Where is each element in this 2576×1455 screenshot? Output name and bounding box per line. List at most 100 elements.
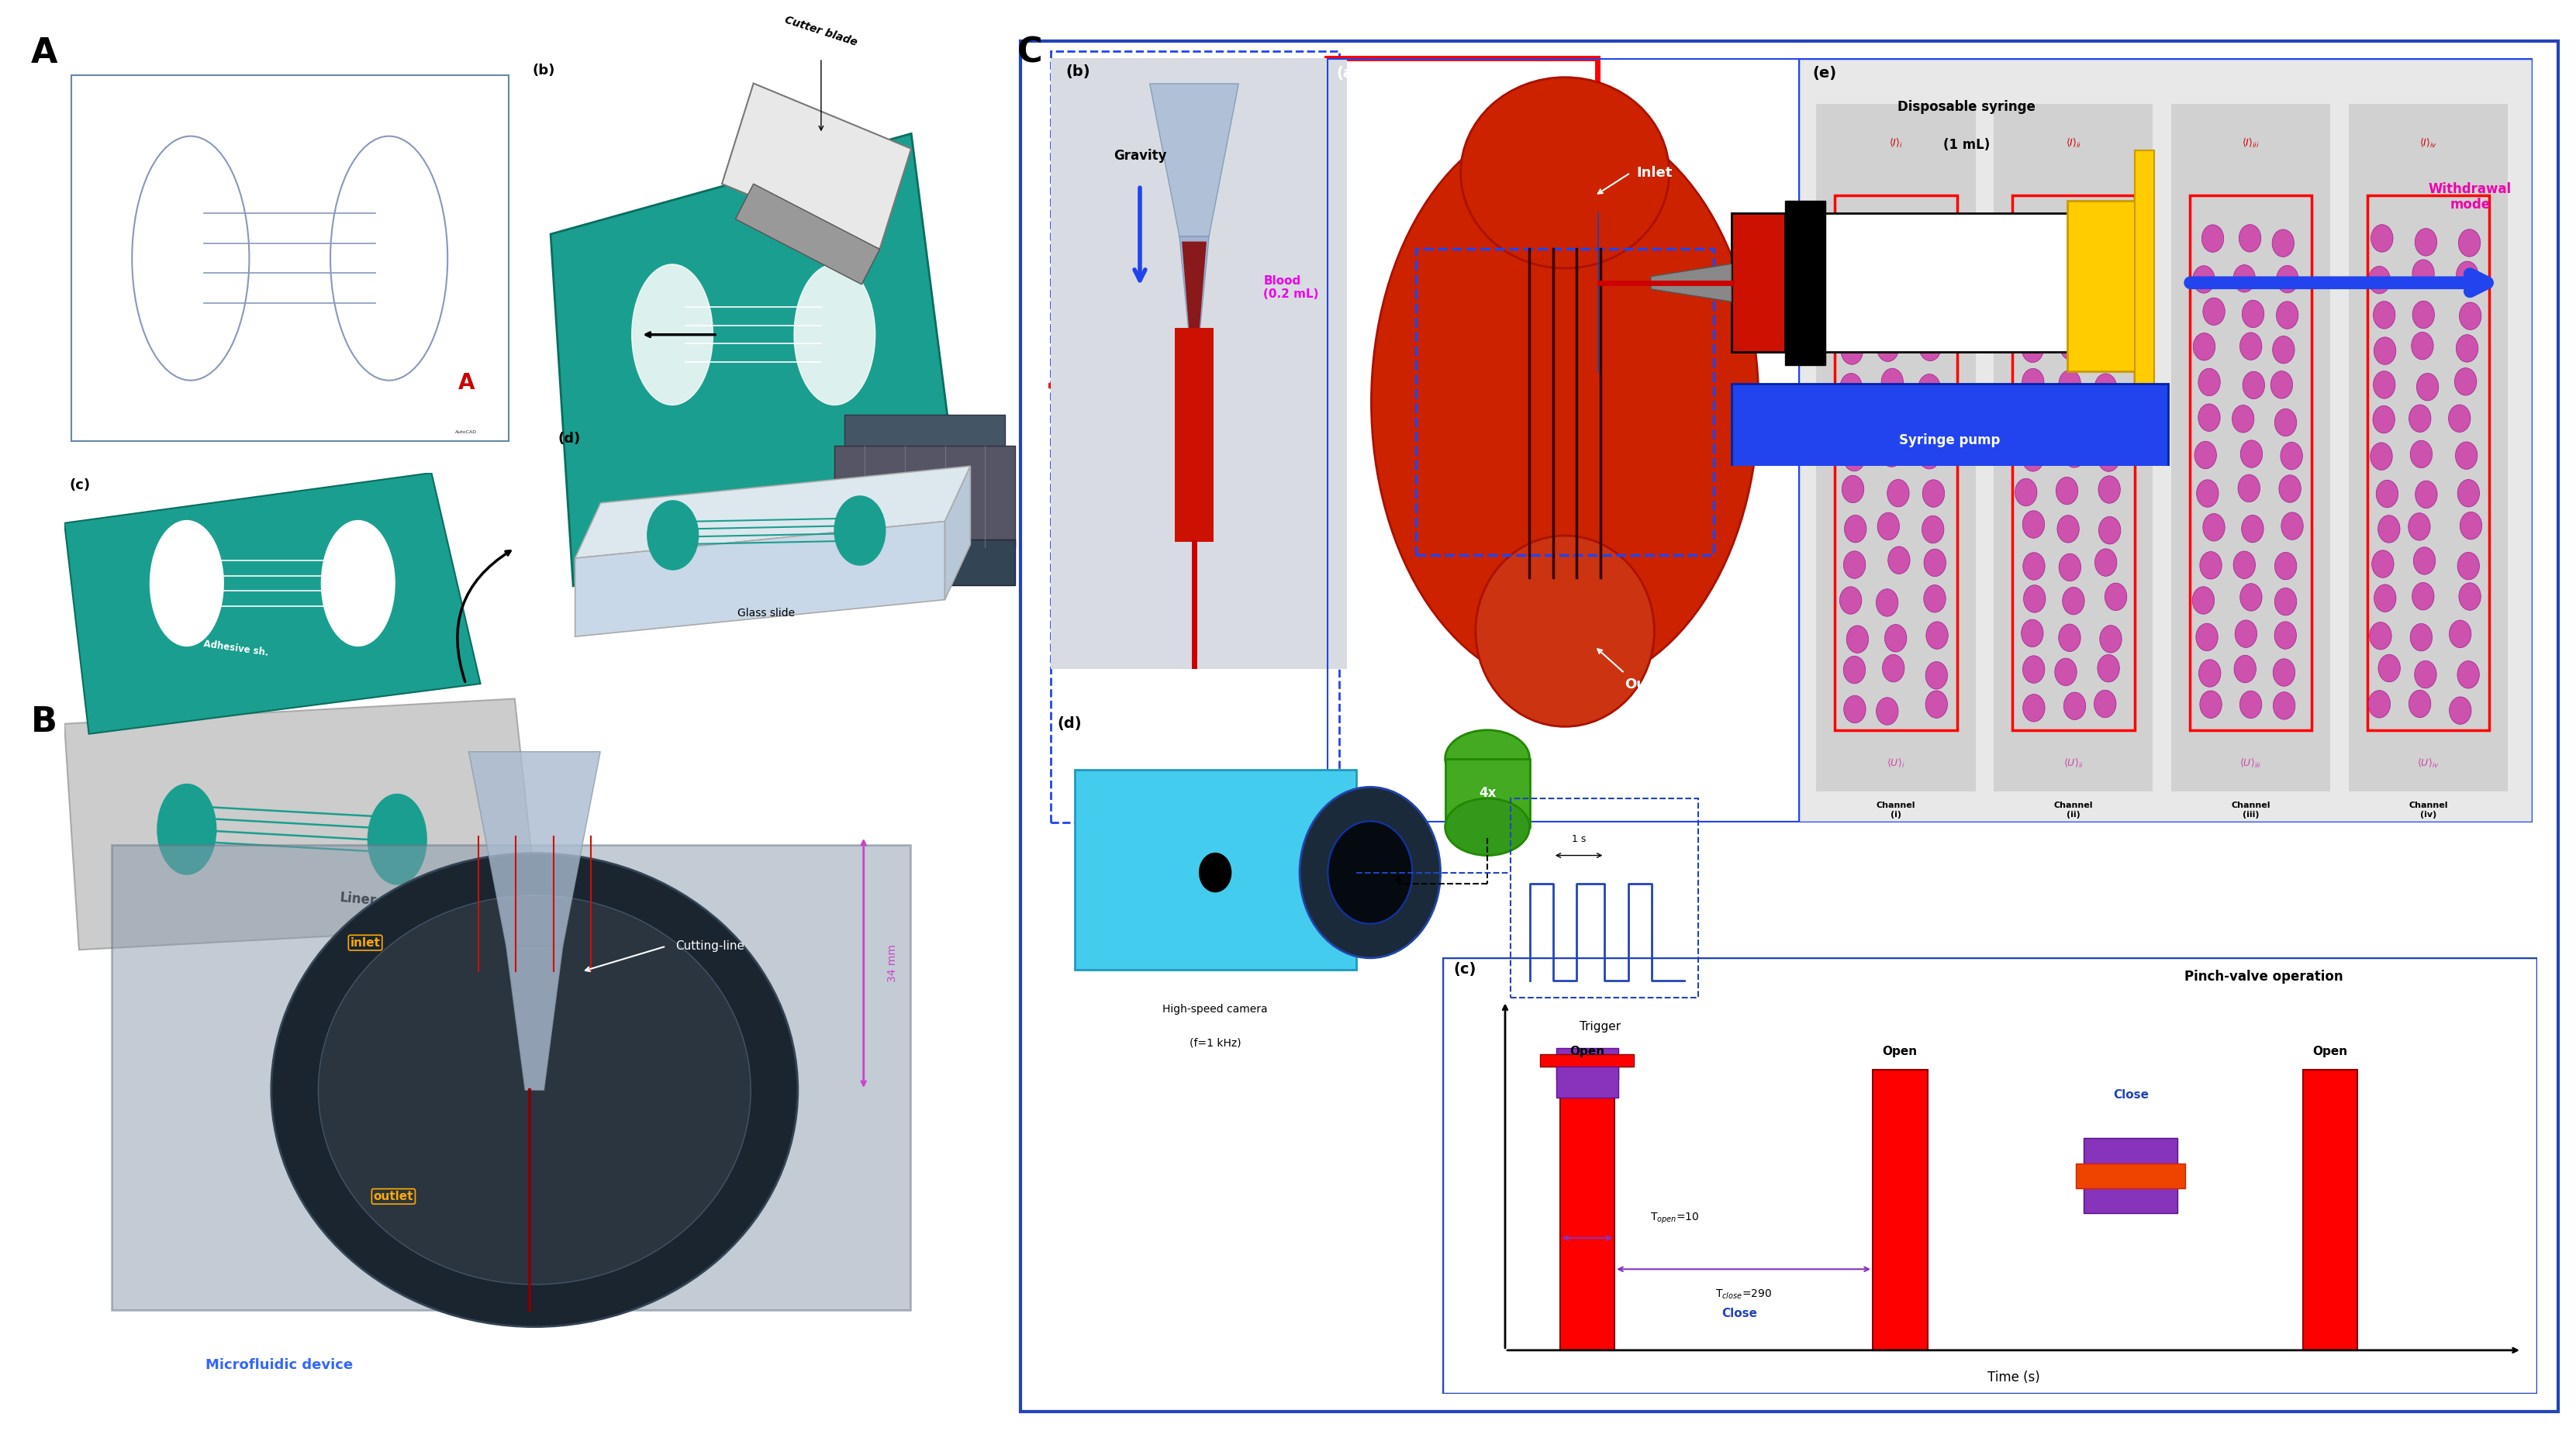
Circle shape	[2056, 658, 2076, 685]
Circle shape	[1878, 335, 1899, 362]
Circle shape	[1924, 549, 1945, 576]
Bar	[1731, 384, 2169, 498]
Circle shape	[2416, 480, 2437, 508]
Circle shape	[2022, 409, 2043, 436]
Circle shape	[2414, 661, 2437, 688]
Circle shape	[2020, 300, 2043, 327]
Ellipse shape	[1461, 77, 1669, 268]
Polygon shape	[1149, 84, 1239, 237]
Circle shape	[2094, 690, 2115, 717]
Circle shape	[2022, 444, 2043, 471]
Bar	[1510, 799, 1698, 998]
Text: (e): (e)	[1814, 65, 1837, 80]
Circle shape	[1878, 512, 1899, 540]
Circle shape	[2097, 262, 2117, 290]
Text: (a): (a)	[100, 77, 124, 92]
Circle shape	[2231, 404, 2254, 432]
Bar	[2084, 1181, 2177, 1213]
Circle shape	[1842, 476, 1865, 503]
Circle shape	[2450, 620, 2470, 647]
Circle shape	[2370, 442, 2393, 470]
Circle shape	[2458, 480, 2481, 506]
Circle shape	[2233, 265, 2257, 292]
Text: $\langle I\rangle_{iv}$: $\langle I\rangle_{iv}$	[2419, 137, 2437, 150]
Bar	[1731, 214, 2102, 352]
Bar	[2012, 196, 2136, 730]
Circle shape	[1927, 621, 1947, 649]
Bar	[835, 445, 1015, 547]
Circle shape	[1886, 227, 1906, 255]
Polygon shape	[574, 466, 971, 559]
Circle shape	[2099, 335, 2123, 362]
Circle shape	[2375, 585, 2396, 613]
Circle shape	[2372, 406, 2396, 434]
Circle shape	[2105, 583, 2128, 611]
Circle shape	[2450, 697, 2470, 725]
Text: outlet: outlet	[374, 1190, 415, 1202]
Ellipse shape	[647, 501, 698, 570]
Circle shape	[2025, 585, 2045, 613]
Bar	[2120, 1145, 2143, 1206]
Circle shape	[2197, 368, 2221, 396]
Circle shape	[1927, 410, 1947, 438]
Bar	[111, 845, 912, 1310]
Text: Adhesive sh.: Adhesive sh.	[204, 639, 268, 658]
Circle shape	[1919, 374, 1940, 402]
Circle shape	[1301, 787, 1440, 957]
Circle shape	[2058, 553, 2081, 581]
Circle shape	[1880, 368, 1904, 396]
Circle shape	[2236, 620, 2257, 647]
Circle shape	[2378, 515, 2401, 543]
Bar	[1994, 105, 2154, 792]
Circle shape	[1924, 662, 1947, 690]
Circle shape	[270, 853, 799, 1327]
Circle shape	[2460, 583, 2481, 610]
Circle shape	[2197, 480, 2218, 508]
Text: Close: Close	[1721, 1308, 1757, 1320]
Text: AutoCAD: AutoCAD	[456, 431, 477, 434]
Circle shape	[2241, 441, 2262, 467]
Text: T$_{open}$=10: T$_{open}$=10	[1649, 1212, 1700, 1225]
Circle shape	[2233, 551, 2257, 579]
Circle shape	[2275, 621, 2295, 649]
Text: Open: Open	[1883, 1046, 1917, 1058]
Circle shape	[2455, 368, 2476, 396]
Circle shape	[2022, 335, 2043, 362]
Text: $\langle U\rangle_{iii}$: $\langle U\rangle_{iii}$	[2239, 757, 2262, 770]
Circle shape	[2053, 300, 2076, 327]
Circle shape	[2233, 655, 2257, 682]
Text: Gravity: Gravity	[1113, 150, 1167, 163]
Circle shape	[2458, 661, 2478, 688]
Circle shape	[1886, 624, 1906, 652]
Text: Pinch-valve operation: Pinch-valve operation	[2184, 970, 2344, 984]
Circle shape	[2195, 623, 2218, 650]
Circle shape	[1886, 409, 1906, 436]
Text: Glass slide: Glass slide	[737, 608, 796, 618]
Circle shape	[2455, 335, 2478, 362]
Ellipse shape	[631, 265, 714, 404]
Circle shape	[2022, 553, 2045, 581]
Polygon shape	[721, 83, 912, 249]
Circle shape	[1875, 697, 1899, 725]
Ellipse shape	[793, 265, 876, 404]
Bar	[845, 415, 1005, 445]
Circle shape	[2414, 228, 2437, 256]
Bar	[2066, 201, 2148, 371]
Circle shape	[2102, 230, 2125, 258]
Circle shape	[2063, 693, 2087, 720]
Circle shape	[2367, 690, 2391, 717]
Bar	[1051, 51, 1340, 822]
Circle shape	[2370, 224, 2393, 252]
Circle shape	[1847, 626, 1868, 653]
Circle shape	[2192, 586, 2215, 614]
Bar	[1873, 1069, 1927, 1350]
Ellipse shape	[1445, 799, 1530, 856]
Ellipse shape	[1370, 115, 1759, 688]
Circle shape	[2192, 266, 2215, 292]
Text: Microfluidic device: Microfluidic device	[206, 1358, 353, 1372]
Circle shape	[2460, 512, 2481, 540]
Circle shape	[2099, 476, 2120, 503]
Text: Outlet: Outlet	[1625, 678, 1674, 691]
Text: Blood
(0.2 mL): Blood (0.2 mL)	[1262, 275, 1319, 300]
Circle shape	[1844, 515, 1868, 543]
